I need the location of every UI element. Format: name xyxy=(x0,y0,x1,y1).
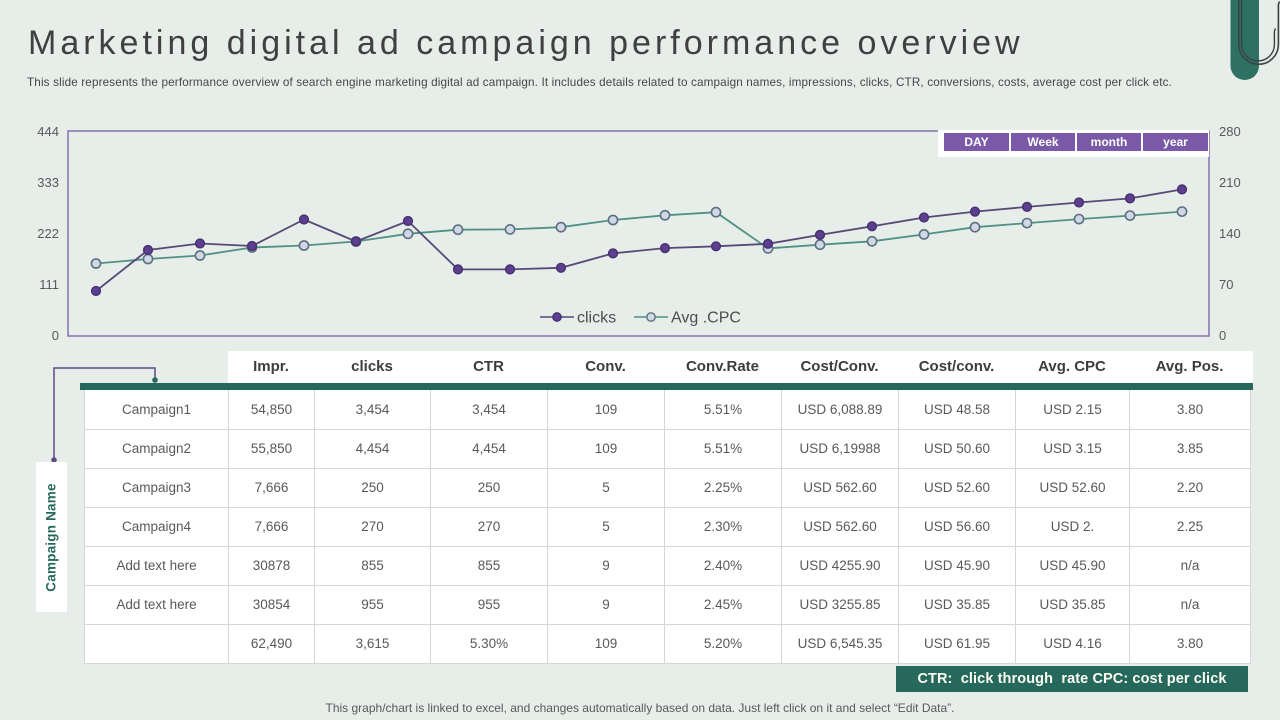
svg-text:280: 280 xyxy=(1219,124,1241,139)
svg-text:Avg .CPC: Avg .CPC xyxy=(671,310,741,327)
svg-text:333: 333 xyxy=(37,175,59,190)
svg-text:444: 444 xyxy=(37,124,59,139)
svg-text:clicks: clicks xyxy=(577,310,616,327)
svg-text:222: 222 xyxy=(37,226,59,241)
svg-text:70: 70 xyxy=(1219,277,1233,292)
svg-text:210: 210 xyxy=(1219,175,1241,190)
svg-text:0: 0 xyxy=(52,328,59,343)
svg-text:111: 111 xyxy=(39,277,59,292)
svg-text:140: 140 xyxy=(1219,226,1241,241)
svg-text:0: 0 xyxy=(1219,328,1226,343)
